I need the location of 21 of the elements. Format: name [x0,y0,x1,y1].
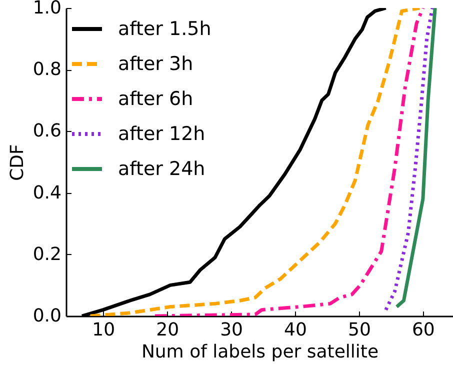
legend-label: after 3h [118,53,194,75]
y-tick-label: 0.0 [32,306,62,326]
line-series [394,8,437,309]
x-tick-label: 30 [220,320,243,340]
y-tick-label: 0.8 [32,59,62,80]
x-tick-label: 60 [412,320,435,340]
line-series [384,8,434,312]
x-tick-label: 10 [92,320,116,340]
x-tick-label: 40 [284,320,307,340]
y-tick-label: 0.2 [32,244,62,265]
x-tick-label: 20 [156,320,180,340]
y-tick-label: 1.0 [32,0,62,18]
legend-label: after 24h [118,158,206,180]
y-tick-label: 0.4 [32,182,62,204]
x-tick-label: 50 [348,320,371,340]
legend-label: after 12h [118,123,206,145]
y-tick-label: 0.6 [32,120,62,142]
legend-label: after 1.5h [118,18,212,40]
x-axis-title: Num of labels per satellite [141,342,379,362]
y-axis-title: CDF [6,144,28,181]
legend-label: after 6h [118,88,194,110]
